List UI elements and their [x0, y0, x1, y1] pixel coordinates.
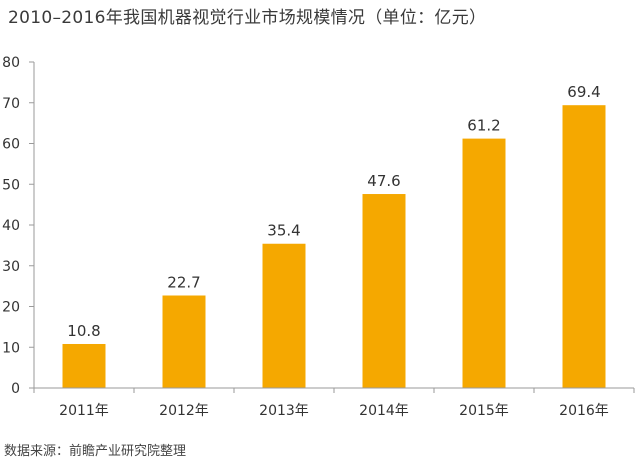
y-tick-label: 60: [2, 137, 20, 153]
x-axis-ticks: 2011年 2012年 2013年 2014年 2015年 2016年: [33, 388, 635, 419]
y-tick-label: 10: [2, 340, 20, 356]
data-label: 69.4: [567, 83, 600, 101]
x-tick-label: 2013年: [259, 403, 309, 419]
data-label: 47.6: [367, 172, 400, 190]
y-tick-label: 50: [2, 177, 20, 193]
data-label: 10.8: [67, 322, 100, 340]
axes: [33, 62, 634, 389]
x-tick-label: 2016年: [559, 403, 609, 419]
x-tick-label: 2011年: [59, 403, 109, 419]
bar: [262, 243, 306, 388]
bar: [362, 194, 406, 388]
y-tick-label: 40: [2, 218, 20, 234]
x-tick-label: 2012年: [159, 403, 209, 419]
data-label: 22.7: [167, 273, 200, 291]
bar: [562, 105, 606, 388]
bar: [62, 343, 106, 388]
chart-title: 2010–2016年我国机器视觉行业市场规模情况（单位：亿元）: [8, 8, 487, 28]
y-tick-label: 0: [11, 381, 20, 397]
y-tick-label: 30: [2, 259, 20, 275]
source-note: 数据来源：前瞻产业研究院整理: [4, 444, 187, 459]
x-tick-label: 2014年: [359, 403, 409, 419]
data-label: 61.2: [467, 117, 500, 135]
y-tick-label: 70: [2, 96, 20, 112]
y-tick-label: 20: [2, 300, 20, 316]
y-tick-label: 80: [2, 55, 20, 71]
bar: [162, 295, 206, 388]
x-tick-label: 2015年: [459, 403, 509, 419]
bars-group: [62, 105, 606, 388]
value-labels: 10.8 22.7 35.4 47.6 61.2 69.4: [67, 83, 600, 340]
data-label: 35.4: [267, 222, 300, 240]
bar: [462, 138, 506, 388]
y-axis-ticks: 0 10 20 30 40 50 60 70 80: [2, 55, 34, 397]
